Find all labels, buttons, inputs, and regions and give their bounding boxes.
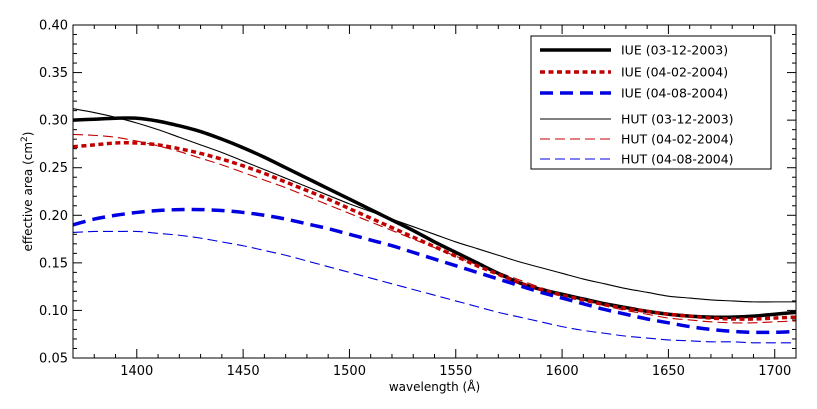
x-tick-label: 1450: [227, 364, 260, 379]
series-line-3: [73, 108, 796, 303]
y-tick-label: 0.35: [39, 66, 68, 81]
legend-label-1: IUE (04-02-2004): [621, 65, 728, 80]
y-axis-title: effective area (cm2): [20, 132, 35, 252]
x-axis-title: wavelength (Å): [389, 379, 480, 394]
x-tick-label: 1500: [333, 364, 366, 379]
series-lines: [73, 108, 796, 344]
legend: IUE (03-12-2003) IUE (04-02-2004) IUE (04-…: [530, 35, 772, 170]
legend-items: IUE (03-12-2003) IUE (04-02-2004) IUE (04-…: [540, 43, 734, 167]
tick-labels: 1400 1450 1500 1550 1600 1650 1700 0.05 0.10 0.15…: [39, 19, 791, 380]
legend-label-3: HUT (03-12-2003): [621, 112, 734, 127]
x-tick-label: 1400: [120, 364, 153, 379]
legend-label-4: HUT (04-02-2004): [621, 132, 734, 147]
y-axis-title-superscript: 2: [20, 136, 30, 142]
y-axis-title-end: ): [21, 132, 35, 137]
x-tick-label: 1600: [546, 364, 579, 379]
y-tick-label: 0.05: [39, 352, 68, 367]
y-axis-title-main: effective area (cm: [21, 142, 35, 252]
y-tick-label: 0.10: [39, 304, 68, 319]
legend-box: [530, 35, 772, 170]
plot-frame: [72, 24, 797, 359]
x-tick-label: 1650: [652, 364, 685, 379]
y-tick-label: 0.25: [39, 161, 68, 176]
x-tick-label: 1550: [439, 364, 472, 379]
series-line-2: [73, 207, 796, 335]
series-line-1: [73, 140, 796, 321]
series-line-5: [73, 230, 796, 344]
y-tick-label: 0.20: [39, 209, 68, 224]
y-tick-label: 0.15: [39, 256, 68, 271]
x-tick-label: 1700: [758, 364, 791, 379]
series-line-4: [73, 133, 796, 324]
legend-label-2: IUE (04-08-2004): [621, 86, 728, 101]
legend-label-0: IUE (03-12-2003): [621, 43, 728, 58]
y-tick-label: 0.30: [39, 114, 68, 129]
legend-label-5: HUT (04-08-2004): [621, 152, 734, 167]
y-tick-label: 0.40: [39, 19, 68, 34]
